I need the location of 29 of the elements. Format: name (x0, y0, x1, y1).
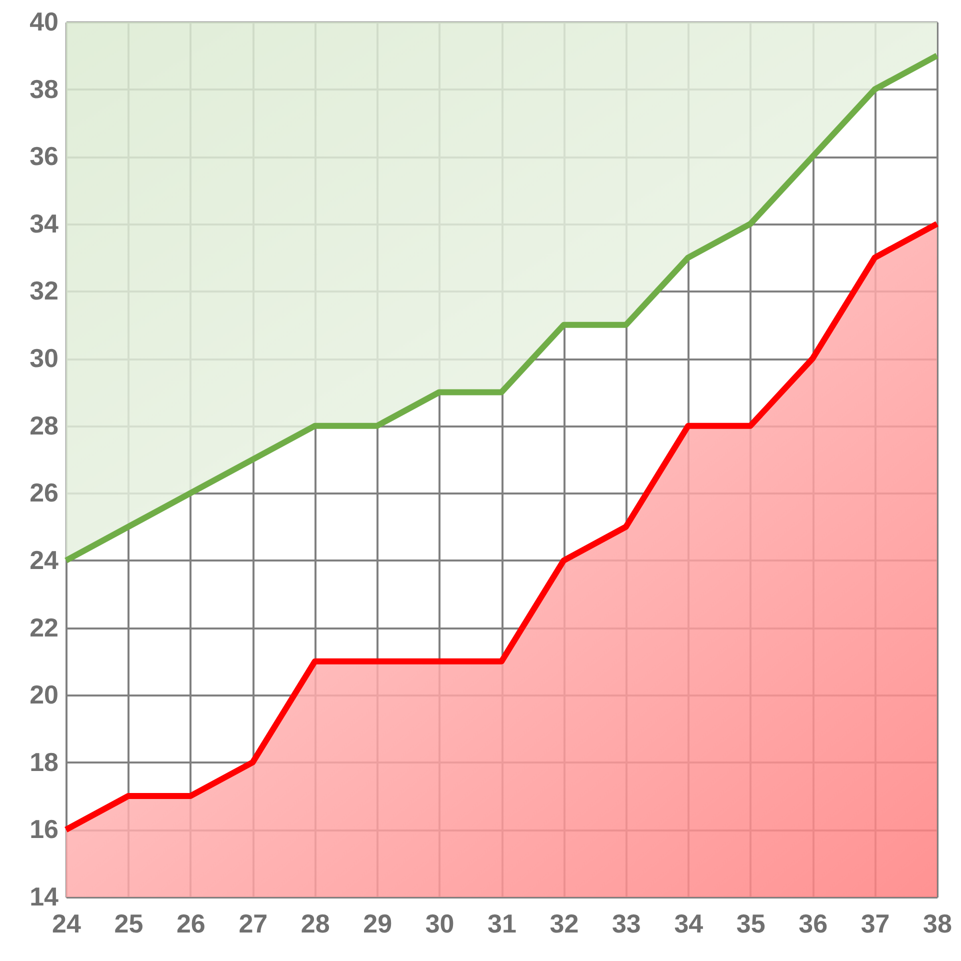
y-tick-label: 16 (30, 814, 58, 844)
y-tick-label: 32 (30, 276, 58, 306)
x-tick-label: 36 (798, 908, 828, 938)
x-tick-label: 31 (488, 908, 516, 938)
x-tick-label: 24 (52, 908, 82, 938)
y-tick-label: 28 (30, 410, 58, 440)
y-tick-label: 18 (30, 746, 58, 777)
y-tick-label: 34 (30, 208, 60, 238)
y-tick-label: 22 (30, 612, 58, 642)
y-tick-label: 14 (30, 882, 60, 912)
x-tick-label: 37 (860, 908, 890, 938)
x-tick-label: 25 (114, 908, 144, 938)
y-tick-label: 40 (30, 6, 58, 36)
x-tick-label: 28 (300, 908, 330, 938)
x-tick-label: 26 (176, 908, 206, 938)
x-tick-label: 33 (612, 908, 641, 938)
x-tick-label: 34 (674, 908, 704, 938)
x-tick-label: 35 (736, 908, 766, 938)
y-tick-label: 36 (30, 141, 58, 172)
x-tick-label: 29 (363, 908, 392, 938)
y-tick-label: 38 (30, 74, 58, 104)
y-tick-label: 30 (30, 343, 58, 374)
x-tick-label: 32 (550, 908, 579, 938)
y-tick-label: 20 (30, 680, 58, 710)
y-tick-label: 26 (30, 478, 58, 508)
x-tick-label: 38 (923, 908, 952, 938)
x-tick-label: 30 (425, 908, 454, 938)
y-tick-label: 24 (30, 544, 60, 575)
x-tick-label: 27 (238, 908, 268, 938)
